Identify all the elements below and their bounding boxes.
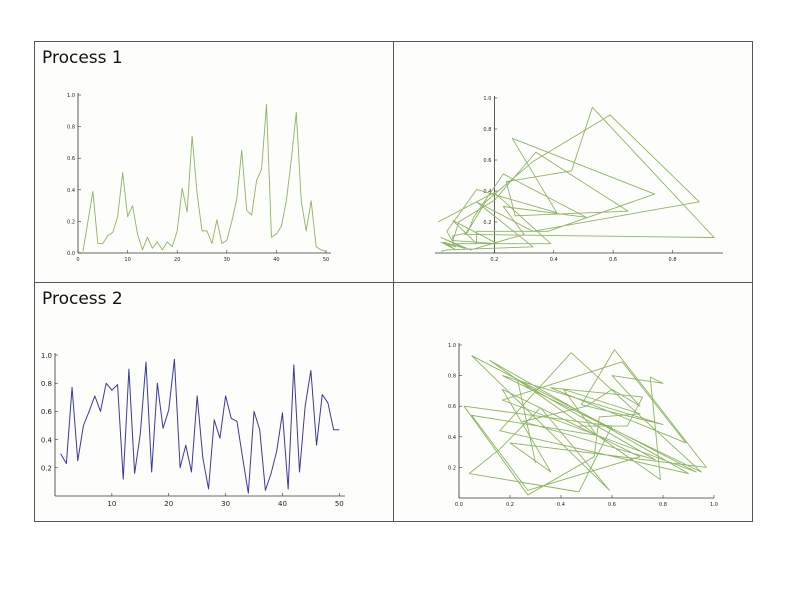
x-tick-label: 0.8: [669, 257, 677, 263]
x-tick-label: 30: [221, 500, 230, 508]
y-tick-label: 0.8: [448, 374, 456, 380]
x-tick-label: 40: [278, 500, 287, 508]
panel-label: Process 1: [42, 48, 123, 68]
x-tick-label: 0.0: [455, 502, 463, 508]
y-tick-label: 0.2: [67, 219, 75, 225]
chart-process-2-phase: 0.0 0.2 0.4 0.6 0.8 1.0 0.2 0.4 0.6 0.8 1.0: [448, 343, 718, 508]
y-tick-label: 0.6: [41, 408, 53, 416]
y-tick-label: 0.6: [67, 156, 75, 162]
y-tick-label: 1.0: [483, 96, 491, 102]
y-tick-label: 0.8: [41, 380, 52, 388]
x-tick-label: 20: [164, 500, 173, 508]
y-tick-label: 0.8: [483, 127, 491, 133]
x-tick-label: 10: [124, 257, 130, 263]
chart-process-1-phase: 0.2 0.4 0.6 0.8 0.2 0.4 0.6 0.8 1.0: [435, 96, 723, 263]
chart-process-1-timeseries: 0 10 20 30 40 50 0.0 0.2 0.4 0.6 0.8 1.0: [67, 93, 331, 263]
x-tick-label: 10: [107, 500, 116, 508]
x-tick-label: 50: [335, 500, 344, 508]
y-tick-label: 0.4: [448, 435, 456, 441]
x-tick-label: 1.0: [710, 502, 718, 508]
y-tick-label: 0.6: [448, 404, 456, 410]
panel-process-1-timeseries: Process 1 0 10 20 30 40 50 0.0 0.2 0.4 0.6 0.8 1.0: [35, 42, 394, 283]
y-tick-label: 1.0: [67, 93, 75, 99]
plot-grid: Process 1 0 10 20 30 40 50 0.0 0.2 0.4 0.6 0.8 1.0 …: [34, 41, 753, 522]
panel-process-2-phase: 0.0 0.2 0.4 0.6 0.8 1.0 0.2 0.4 0.6 0.8 1.0: [394, 283, 752, 521]
y-tick-label: 0.2: [483, 220, 491, 226]
x-tick-label: 20: [174, 257, 180, 263]
chart-process-2-timeseries: 10 20 30 40 50 0.2 0.4 0.6 0.8 1.0: [41, 352, 345, 508]
panel-process-2-timeseries: Process 2 10 20 30 40 50 0.2 0.4 0.6 0.8 1.0: [35, 283, 394, 521]
y-tick-label: 0.2: [41, 465, 52, 473]
series-line: [463, 349, 707, 496]
series-line: [60, 358, 340, 494]
x-tick-label: 0.4: [557, 502, 565, 508]
x-tick-label: 0.6: [609, 257, 617, 263]
panel-label: Process 2: [42, 289, 123, 309]
x-tick-label: 0.2: [490, 257, 498, 263]
y-tick-label: 0.4: [67, 188, 75, 194]
y-tick-label: 0.4: [41, 436, 53, 444]
y-tick-label: 0.8: [67, 125, 75, 131]
y-tick-label: 0.2: [448, 465, 456, 471]
x-tick-label: 0.4: [550, 257, 558, 263]
panel-process-1-phase: 0.2 0.4 0.6 0.8 0.2 0.4 0.6 0.8 1.0: [394, 42, 752, 283]
x-tick-label: 40: [273, 257, 279, 263]
x-tick-label: 0.8: [659, 502, 667, 508]
y-tick-label: 0.6: [483, 158, 491, 164]
y-tick-label: 0.0: [67, 251, 75, 257]
y-tick-label: 0.4: [483, 189, 491, 195]
series-line: [437, 106, 715, 252]
x-tick-label: 50: [323, 257, 329, 263]
x-tick-label: 30: [224, 257, 230, 263]
y-tick-label: 1.0: [41, 352, 52, 360]
series-line: [82, 104, 327, 252]
y-tick-label: 1.0: [448, 343, 456, 349]
x-tick-label: 0: [76, 257, 79, 263]
x-tick-label: 0.6: [608, 502, 616, 508]
x-tick-label: 0.2: [506, 502, 514, 508]
